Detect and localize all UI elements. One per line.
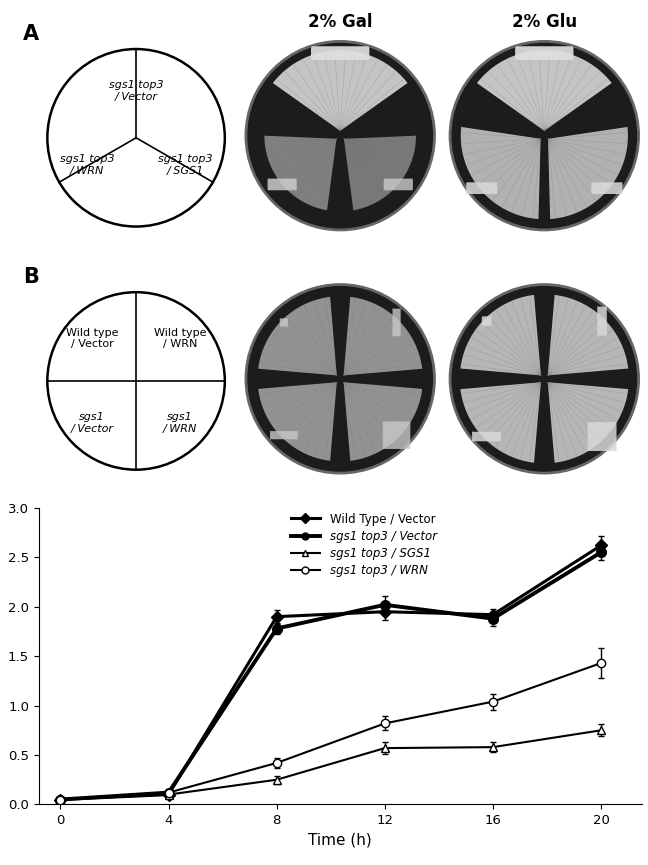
Circle shape	[47, 49, 225, 227]
Text: Wild type
/ Vector: Wild type / Vector	[66, 328, 119, 349]
Polygon shape	[548, 127, 628, 219]
Polygon shape	[344, 136, 416, 210]
FancyBboxPatch shape	[384, 178, 413, 190]
Polygon shape	[477, 50, 612, 131]
Polygon shape	[258, 382, 337, 461]
FancyBboxPatch shape	[268, 178, 297, 190]
Polygon shape	[273, 50, 408, 131]
Polygon shape	[258, 297, 337, 375]
FancyBboxPatch shape	[270, 430, 297, 440]
Circle shape	[450, 42, 638, 230]
Polygon shape	[264, 136, 336, 210]
Polygon shape	[461, 127, 540, 219]
Polygon shape	[343, 297, 422, 375]
Polygon shape	[548, 295, 629, 375]
FancyBboxPatch shape	[596, 306, 608, 336]
Circle shape	[47, 292, 225, 470]
Text: sgs1 top3
/ WRN: sgs1 top3 / WRN	[60, 154, 114, 176]
FancyBboxPatch shape	[472, 431, 501, 442]
Circle shape	[246, 285, 434, 473]
FancyBboxPatch shape	[481, 316, 492, 327]
FancyBboxPatch shape	[279, 317, 289, 328]
FancyBboxPatch shape	[383, 421, 410, 449]
FancyBboxPatch shape	[311, 46, 369, 60]
Text: sgs1 top3
/ Vector: sgs1 top3 / Vector	[109, 80, 163, 102]
Polygon shape	[460, 382, 541, 463]
Text: sgs1
/ Vector: sgs1 / Vector	[71, 413, 113, 434]
Legend: Wild Type / Vector, sgs1 top3 / Vector, sgs1 top3 / SGS1, sgs1 top3 / WRN: Wild Type / Vector, sgs1 top3 / Vector, …	[286, 508, 441, 582]
FancyBboxPatch shape	[466, 183, 497, 194]
Polygon shape	[343, 382, 422, 461]
Text: sgs1
/ WRN: sgs1 / WRN	[163, 413, 197, 434]
X-axis label: Time (h): Time (h)	[308, 833, 372, 848]
FancyBboxPatch shape	[592, 183, 623, 194]
FancyBboxPatch shape	[391, 309, 402, 336]
Text: 2% Glu: 2% Glu	[512, 13, 577, 30]
Text: 2% Gal: 2% Gal	[308, 13, 373, 30]
Polygon shape	[548, 382, 629, 463]
Text: B: B	[23, 267, 39, 287]
Text: A: A	[23, 24, 40, 44]
Circle shape	[246, 42, 434, 230]
FancyBboxPatch shape	[515, 46, 573, 60]
Text: Wild type
/ WRN: Wild type / WRN	[154, 328, 206, 349]
Circle shape	[450, 285, 638, 473]
Polygon shape	[460, 295, 541, 375]
Text: sgs1 top3
/ SGS1: sgs1 top3 / SGS1	[158, 154, 213, 176]
FancyBboxPatch shape	[588, 422, 616, 451]
